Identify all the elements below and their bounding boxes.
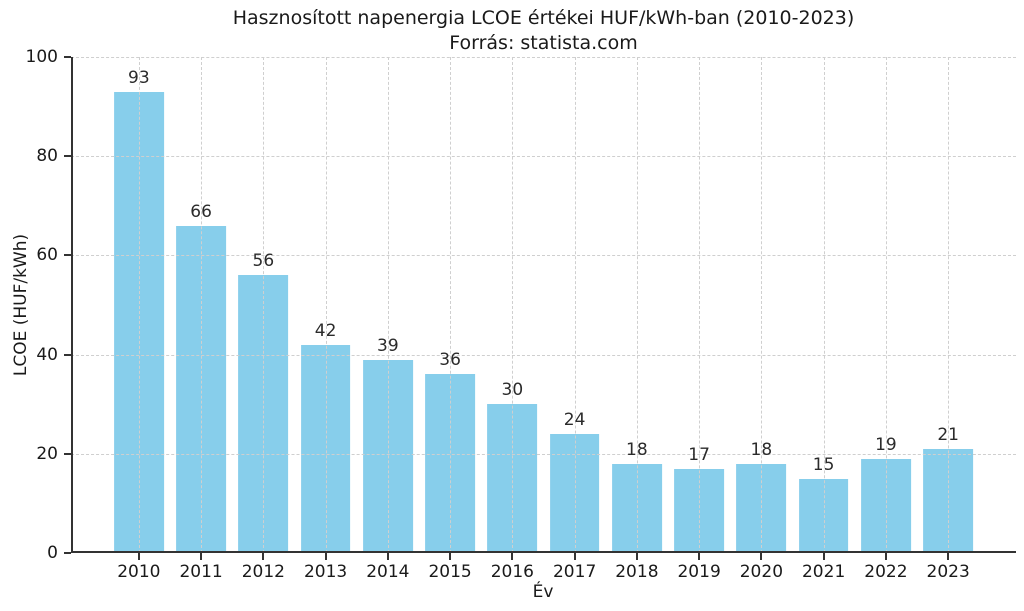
bar: [674, 468, 725, 553]
y-tick-label: 80: [36, 146, 58, 167]
bar: [923, 448, 974, 553]
x-tick-label: 2011: [179, 562, 223, 582]
x-tick-label: 2015: [428, 562, 472, 582]
x-tick-label: 2012: [241, 562, 285, 582]
bar: [113, 91, 164, 553]
y-tick: [64, 155, 71, 158]
x-tick: [449, 553, 452, 560]
x-tick-label: 2014: [366, 562, 410, 582]
x-tick: [511, 553, 514, 560]
x-axis-label: Év: [532, 582, 554, 602]
bar: [611, 463, 662, 553]
chart-title-block: Hasznosított napenergia LCOE értékei HUF…: [71, 6, 1016, 56]
bar: [362, 359, 413, 553]
x-tick: [635, 553, 638, 560]
bar: [736, 463, 787, 553]
x-tick: [573, 553, 576, 560]
y-tick: [64, 254, 71, 257]
x-tick-label: 2018: [615, 562, 659, 582]
y-tick: [64, 452, 71, 455]
x-tick: [698, 553, 701, 560]
y-tick-label: 0: [47, 543, 58, 563]
x-tick-label: 2022: [864, 562, 908, 582]
x-tick-label: 2017: [552, 562, 597, 582]
bar: [238, 275, 289, 553]
x-tick: [262, 553, 265, 560]
chart-subtitle: Forrás: statista.com: [449, 32, 638, 54]
x-tick: [386, 553, 389, 560]
plot-area: 93 66 56 42 39 36 30 24 18 17 18 15 19 21: [71, 57, 1016, 553]
bar: [860, 458, 911, 553]
y-tick: [64, 552, 71, 554]
x-tick-label: 2021: [801, 562, 846, 582]
x-tick-label: 2019: [677, 562, 721, 582]
bar: [549, 433, 600, 553]
x-tick: [137, 553, 140, 560]
x-tick-label: 2016: [490, 562, 534, 582]
x-axis: 2010 2011 2012 2013 2014 2015 2016 2017 2018 2019…: [71, 553, 1016, 603]
x-tick-label: 2020: [739, 562, 784, 582]
bar: [425, 374, 476, 553]
bar: [487, 404, 538, 553]
bar: [176, 225, 226, 553]
x-tick-label: 2013: [303, 562, 348, 582]
x-tick: [947, 553, 950, 560]
bar: [798, 478, 849, 553]
x-tick: [760, 553, 763, 560]
y-tick: [64, 56, 71, 58]
y-tick-label: 40: [36, 344, 58, 365]
x-tick: [324, 553, 327, 560]
y-tick-label: 60: [36, 245, 58, 266]
x-tick: [200, 553, 203, 560]
y-tick-label: 20: [36, 443, 58, 464]
x-tick: [822, 553, 825, 560]
x-tick-label: 2010: [117, 562, 161, 582]
x-tick: [884, 553, 887, 560]
y-tick: [64, 353, 71, 356]
bar: [300, 344, 351, 553]
chart-title: Hasznosított napenergia LCOE értékei HUF…: [232, 7, 855, 29]
bars-layer: [71, 57, 1016, 553]
y-tick-label: 100: [25, 47, 58, 67]
y-axis: 0 20 40 60 80 100: [0, 47, 71, 563]
x-tick-label: 2023: [926, 562, 970, 582]
